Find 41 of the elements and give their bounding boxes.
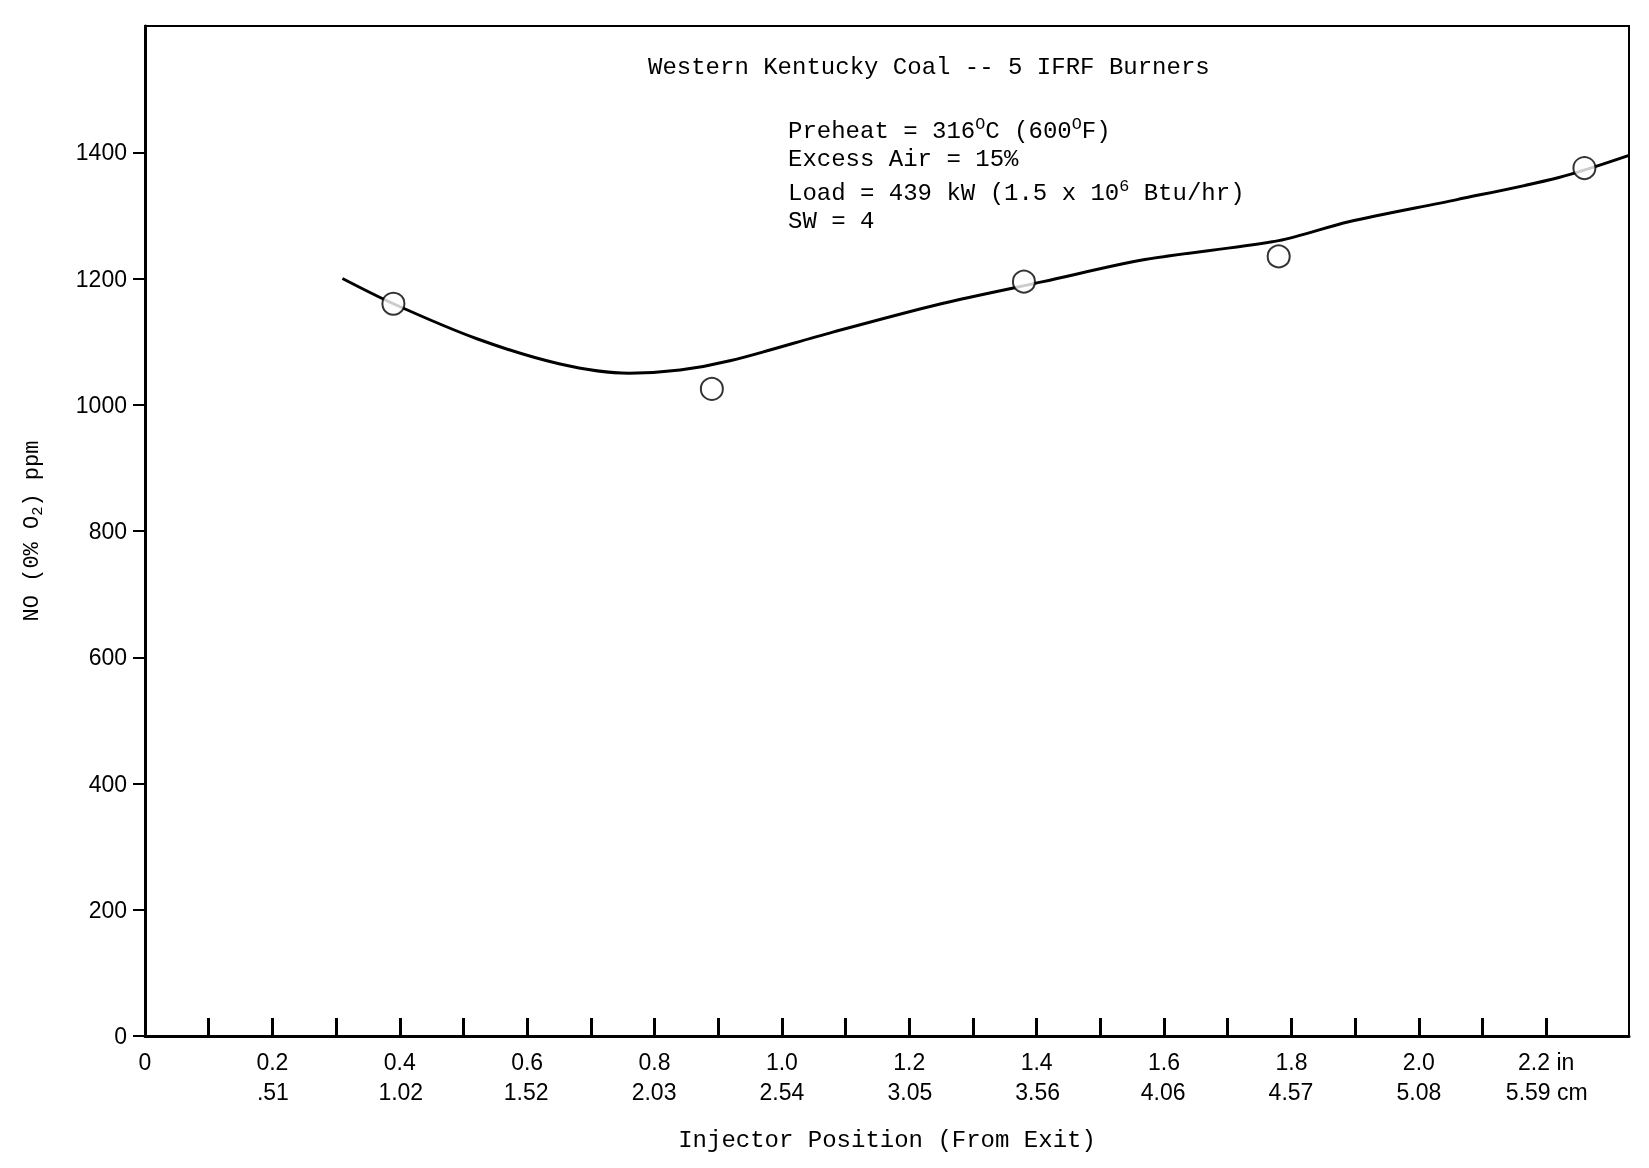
y-tick-label: 1400 bbox=[75, 139, 127, 166]
point bbox=[699, 376, 724, 401]
x-tick-label: 0 bbox=[138, 1048, 152, 1075]
x2-tick-label: 1.52 bbox=[503, 1078, 549, 1105]
x-tick-label: 2.2 in bbox=[1518, 1048, 1575, 1075]
text: Western Kentucky Coal -- 5 IFRF Burners bbox=[648, 53, 1210, 81]
x2-tick-label: 5.08 bbox=[1396, 1078, 1442, 1105]
x-tick-label: 0.4 bbox=[383, 1048, 416, 1075]
point bbox=[1266, 244, 1291, 269]
x2-tick-label: 2.03 bbox=[631, 1078, 677, 1105]
x-tick-label: 2.0 bbox=[1402, 1048, 1435, 1075]
x2-tick-label: 3.05 bbox=[887, 1078, 933, 1105]
y-tick-label: 400 bbox=[88, 770, 127, 797]
x-tick-label: 1.2 bbox=[893, 1048, 926, 1075]
x-tick-label: 1.4 bbox=[1020, 1048, 1053, 1075]
annotation: SW = 4 bbox=[788, 207, 875, 235]
point bbox=[381, 291, 406, 316]
x2-tick-label: 3.56 bbox=[1015, 1078, 1061, 1105]
x2-tick-label: 1.02 bbox=[378, 1078, 424, 1105]
x2-tick-label: 5.59 cm bbox=[1505, 1078, 1588, 1105]
y-tick-label: 600 bbox=[88, 644, 127, 671]
x2-tick-label: .51 bbox=[256, 1078, 289, 1105]
point bbox=[1572, 156, 1597, 181]
x-tick-label: 0.2 bbox=[256, 1048, 289, 1075]
annotation: Excess Air = 15% bbox=[788, 145, 1020, 173]
y-tick-label: 0 bbox=[114, 1023, 127, 1049]
x-axis-title: Injector Position (From Exit) bbox=[678, 1126, 1096, 1154]
x2-tick-label: 2.54 bbox=[759, 1078, 805, 1105]
y-tick-label: 1200 bbox=[75, 265, 127, 292]
x-tick-label: 0.8 bbox=[638, 1048, 671, 1075]
x2-tick-label: 4.06 bbox=[1140, 1078, 1186, 1105]
y-tick-label: 200 bbox=[88, 896, 127, 923]
y-tick-label: 1000 bbox=[75, 391, 127, 418]
x-tick-label: 0.6 bbox=[511, 1048, 544, 1075]
x2-tick-label: 4.57 bbox=[1268, 1078, 1314, 1105]
y-tick-label: 800 bbox=[88, 518, 127, 544]
x-tick-label: 1.6 bbox=[1148, 1048, 1181, 1075]
x-tick-label: 1.0 bbox=[765, 1048, 798, 1075]
x-tick-label: 1.8 bbox=[1275, 1048, 1308, 1075]
y-axis-title: NO (0% O2) ppm bbox=[19, 440, 47, 622]
point bbox=[1011, 269, 1036, 294]
